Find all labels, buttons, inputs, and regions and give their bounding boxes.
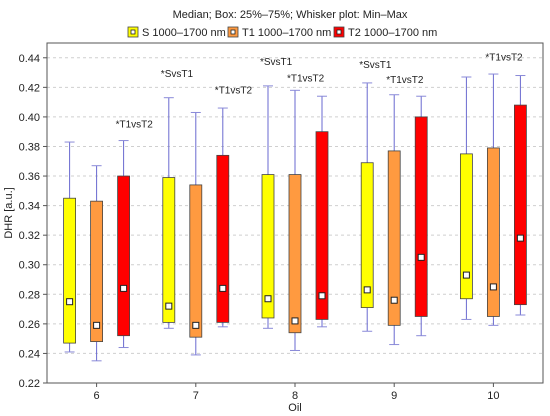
box [315, 131, 329, 320]
annotation-label: *T1vsT2 [287, 73, 325, 84]
median-marker [462, 271, 470, 279]
y-tick-label: 0.30 [19, 260, 40, 272]
box [387, 150, 401, 326]
box [117, 175, 130, 337]
x-tick-label: 10 [487, 390, 499, 402]
annotation-label: *SvsT1 [359, 60, 392, 71]
series-2 [90, 73, 500, 362]
x-tick-label: 7 [193, 390, 199, 402]
median-marker [417, 253, 425, 261]
x-axis-ticks: 6 7 8 9 10 [94, 383, 500, 402]
y-tick-label: 0.28 [19, 289, 40, 301]
box [216, 154, 230, 323]
legend-marker [336, 29, 342, 35]
series-1 [63, 76, 473, 353]
series-3 [117, 75, 527, 349]
median-marker [264, 295, 272, 303]
annotations: *T1vsT2 *SvsT1 *T1vsT2 *SvsT1 *T1vsT2 *SvsT1 *… [116, 53, 523, 131]
median-marker [363, 286, 371, 294]
annotation-label: *SvsT1 [161, 69, 194, 80]
y-tick-label: 0.26 [19, 319, 40, 331]
chart-subtitle: Median; Box: 25%–75%; Whisker plot: Min–… [173, 9, 408, 21]
median-marker [318, 292, 326, 300]
median-marker [66, 298, 74, 306]
box [486, 147, 500, 317]
x-tick-label: 6 [94, 390, 100, 402]
x-tick-label: 8 [292, 390, 298, 402]
legend-label: T2 1000–1700 nm [348, 27, 437, 39]
x-axis-label: Oil [288, 402, 301, 414]
legend-marker [130, 29, 136, 35]
median-marker [291, 317, 299, 325]
legend-label: T1 1000–1700 nm [242, 27, 331, 39]
y-axis-ticks: 0.22 0.24 0.26 0.28 0.30 0.32 0.34 0.36 0.38 0.40… [19, 53, 47, 390]
annotation-label: *T1vsT2 [386, 75, 424, 86]
box [459, 153, 473, 300]
median-marker [93, 321, 101, 329]
median-marker [165, 302, 173, 310]
median-marker [120, 284, 128, 292]
y-tick-label: 0.40 [19, 112, 40, 124]
x-tick-label: 9 [391, 390, 397, 402]
box [90, 200, 103, 343]
y-tick-label: 0.42 [19, 82, 40, 94]
y-tick-label: 0.38 [19, 141, 40, 153]
y-tick-label: 0.32 [19, 230, 40, 242]
annotation-label: *T1vsT2 [485, 53, 523, 64]
box [63, 197, 76, 344]
box [514, 104, 527, 306]
y-tick-label: 0.24 [19, 348, 40, 360]
box [261, 174, 275, 319]
median-marker [192, 321, 200, 329]
annotation-label: *T1vsT2 [116, 119, 154, 130]
median-marker [390, 296, 398, 304]
box [189, 184, 203, 338]
legend-label: S 1000–1700 nm [142, 27, 226, 39]
y-axis-label: DHR [a.u.] [3, 187, 15, 238]
y-tick-label: 0.44 [19, 53, 40, 65]
legend-item-3: T2 1000–1700 nm [333, 26, 437, 39]
median-marker [489, 283, 497, 291]
box [360, 162, 374, 309]
legend-item-2: T1 1000–1700 nm [227, 26, 331, 39]
legend-marker [230, 29, 236, 35]
legend-item-1: S 1000–1700 nm [127, 26, 226, 39]
median-marker [219, 284, 227, 292]
legend: S 1000–1700 nm T1 1000–1700 nm T2 1000–170… [127, 26, 437, 39]
y-tick-label: 0.34 [19, 201, 40, 213]
y-tick-label: 0.22 [19, 378, 40, 390]
box [288, 174, 302, 334]
box [414, 116, 428, 317]
box [162, 177, 176, 323]
annotation-label: *T1vsT2 [215, 85, 253, 96]
y-tick-label: 0.36 [19, 171, 40, 183]
annotation-label: *SvsT1 [260, 57, 293, 68]
box-series [63, 73, 527, 362]
median-marker [516, 234, 524, 242]
